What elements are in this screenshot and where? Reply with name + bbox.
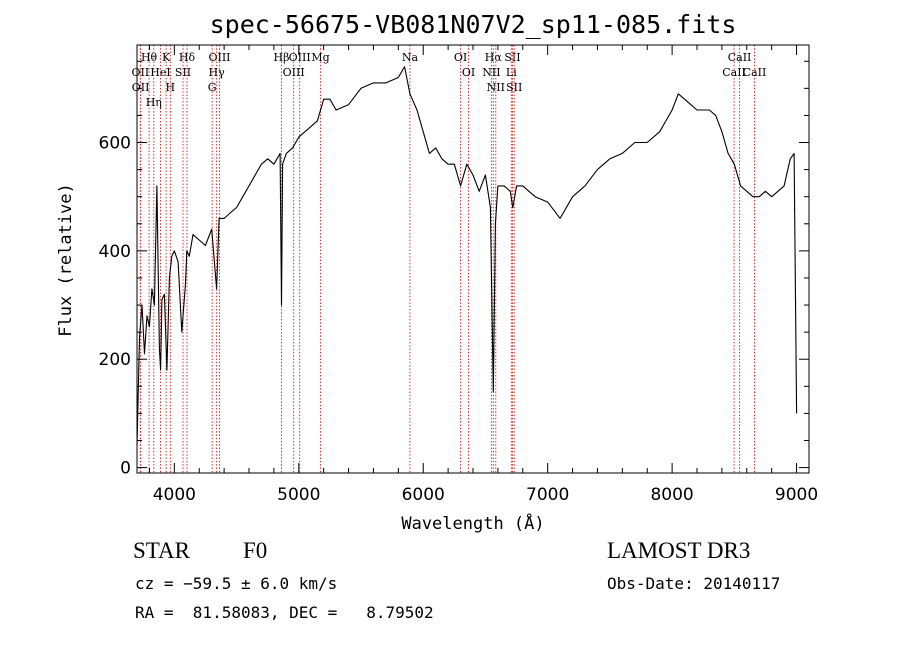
spectral-line-label: CaII bbox=[728, 51, 752, 64]
spectral-line-label: OII bbox=[132, 81, 150, 94]
spectral-line-label: Hθ bbox=[141, 51, 158, 64]
x-tick-label: 7000 bbox=[526, 485, 569, 505]
spectral-line-label: Li bbox=[506, 66, 517, 79]
spectral-line-label: CaII bbox=[743, 66, 767, 79]
survey-name: LAMOST DR3 bbox=[607, 538, 751, 563]
spectral-line-label: Hα bbox=[485, 51, 503, 64]
spectral-line-label: K bbox=[162, 51, 171, 64]
spectral-line-label: OIII bbox=[289, 51, 311, 64]
y-tick-label: 200 bbox=[99, 350, 131, 370]
redshift-cz: cz = −59.5 ± 6.0 km/s bbox=[135, 574, 338, 593]
ticks-layer: 4000 5000 6000 7000 8000 9000 0 200 400 600 bbox=[99, 45, 818, 505]
spectral-line-label: OI bbox=[462, 66, 475, 79]
spectral-line-label: OI bbox=[454, 51, 467, 64]
spectral-line-label: Hβ bbox=[274, 51, 290, 64]
plot-frame bbox=[136, 44, 810, 474]
spectral-line-label: SII bbox=[504, 51, 520, 64]
spectral-line-label: NII bbox=[482, 66, 500, 79]
x-tick-label: 8000 bbox=[650, 485, 693, 505]
spectral-line-label: Na bbox=[402, 51, 419, 64]
spectral-line-label: CaII bbox=[722, 66, 746, 79]
y-tick-label: 400 bbox=[99, 242, 131, 262]
spectral-line-label: SII bbox=[175, 66, 191, 79]
spectral-line-label: OIII bbox=[283, 66, 305, 79]
flux-series-line bbox=[136, 66, 798, 446]
spectral-line-label: Hγ bbox=[209, 66, 226, 79]
spectral-line-label: Hη bbox=[146, 96, 162, 109]
y-axis-label: Flux (relative) bbox=[56, 183, 76, 337]
y-tick-label: 0 bbox=[120, 459, 131, 479]
object-subclass: F0 bbox=[243, 538, 268, 563]
spectral-line-label: SII bbox=[506, 81, 522, 94]
y-tick-label: 600 bbox=[99, 134, 131, 154]
object-class: STAR bbox=[133, 538, 190, 563]
spectral-line-label: OIII bbox=[208, 51, 230, 64]
spectral-line-label: H bbox=[166, 81, 176, 94]
x-tick-label: 5000 bbox=[277, 485, 320, 505]
spectral-line-label: Hδ bbox=[179, 51, 196, 64]
series-layer bbox=[136, 66, 798, 446]
x-tick-label: 6000 bbox=[402, 485, 445, 505]
spectral-line-label: G bbox=[208, 81, 217, 94]
ra-dec: RA = 81.58083, DEC = 8.79502 bbox=[135, 603, 434, 622]
x-tick-label: 4000 bbox=[153, 485, 196, 505]
x-axis-label: Wavelength (Å) bbox=[401, 512, 544, 534]
spectral-line-label: Mg bbox=[311, 51, 329, 64]
spectral-line-label: NII bbox=[487, 81, 505, 94]
obs-date: Obs-Date: 20140117 bbox=[607, 574, 781, 593]
chart-title: spec-56675-VB081N07V2_sp11-085.fits bbox=[210, 10, 737, 39]
spectral-line-label: HeI bbox=[150, 66, 170, 79]
x-tick-label: 9000 bbox=[775, 485, 818, 505]
